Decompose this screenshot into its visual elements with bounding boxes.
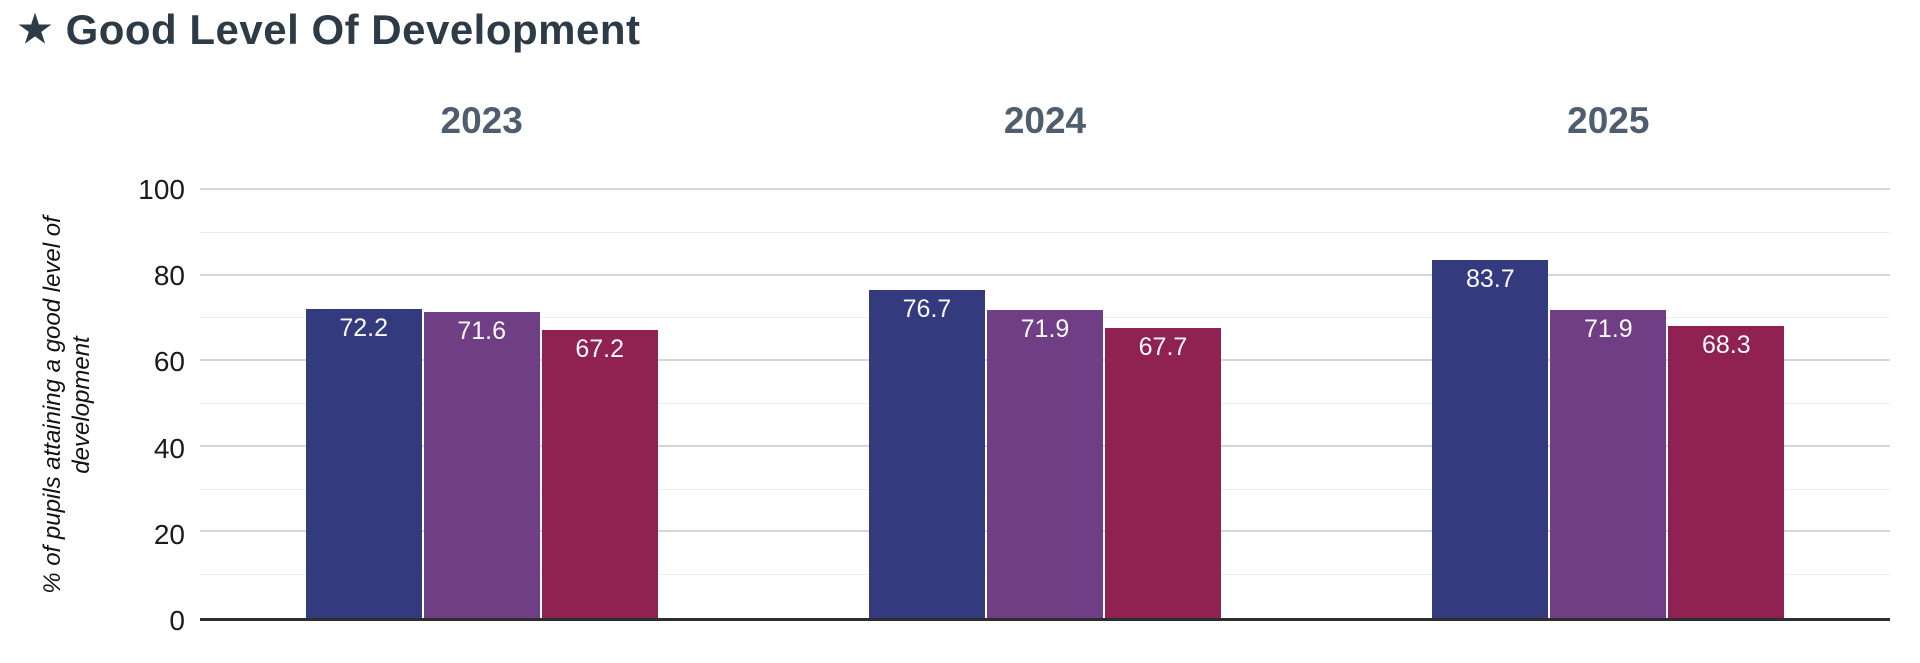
bar-value-label: 72.2 <box>339 313 388 342</box>
bar-2025-magenta[interactable]: 68.3 <box>1668 325 1785 618</box>
bar-value-label: 68.3 <box>1701 330 1751 359</box>
bar-groups: 72.2 71.6 67.2 76.7 71.9 67.7 83.7 71.9 68.3 <box>200 190 1890 618</box>
chart-title-text: Good Level Of Development <box>65 6 641 53</box>
bar-value-label: 83.7 <box>1465 264 1515 293</box>
bar-value-label: 67.2 <box>575 335 624 364</box>
bar-2024-navy[interactable]: 76.7 <box>868 289 985 618</box>
bar-2023-magenta[interactable]: 67.2 <box>541 330 658 618</box>
chart-title: ★ Good Level Of Development <box>18 6 641 54</box>
y-tick-label-0: 0 <box>169 605 185 636</box>
y-tick-label-40: 40 <box>153 432 185 464</box>
y-tick-label-100: 100 <box>138 174 185 205</box>
bar-value-label: 76.7 <box>902 294 952 323</box>
bar-2024-magenta[interactable]: 67.7 <box>1104 328 1221 618</box>
y-tick-label-80: 80 <box>153 260 185 292</box>
gridline-90 <box>200 231 1890 233</box>
bar-group-2025: 83.7 71.9 68.3 <box>1327 190 1890 618</box>
group-header-2025: 2025 <box>1567 100 1650 141</box>
y-tick-label-60: 60 <box>153 346 185 378</box>
bar-2025-navy[interactable]: 83.7 <box>1432 259 1549 618</box>
bar-2024-purple[interactable]: 71.9 <box>986 310 1103 618</box>
bar-group-2024: 76.7 71.9 67.7 <box>763 190 1326 618</box>
bar-value-label: 71.6 <box>457 316 506 345</box>
bar-group-2023: 72.2 71.6 67.2 <box>200 190 763 618</box>
group-headers: 2023 2024 2025 <box>200 100 1890 142</box>
bar-2023-navy[interactable]: 72.2 <box>305 308 422 618</box>
bar-value-label: 67.7 <box>1138 333 1188 362</box>
plot-area: 72.2 71.6 67.2 76.7 71.9 67.7 83.7 71.9 68.3 <box>200 188 1890 621</box>
bar-2025-purple[interactable]: 71.9 <box>1550 310 1667 618</box>
y-tick-label-20: 20 <box>153 518 185 550</box>
gridline-80 <box>200 273 1890 276</box>
bar-2023-purple[interactable]: 71.6 <box>423 311 540 618</box>
group-header-2024: 2024 <box>1003 100 1087 141</box>
group-header-2023: 2023 <box>440 100 523 141</box>
star-icon: ★ <box>18 9 53 51</box>
gridline-100 <box>200 188 1890 190</box>
bar-value-label: 71.9 <box>1583 315 1633 344</box>
y-axis-label: % of pupils attaining a good level of de… <box>39 216 95 594</box>
y-axis-ticks: 0 20 40 60 80 100 <box>95 176 185 635</box>
bar-value-label: 71.9 <box>1020 315 1070 344</box>
